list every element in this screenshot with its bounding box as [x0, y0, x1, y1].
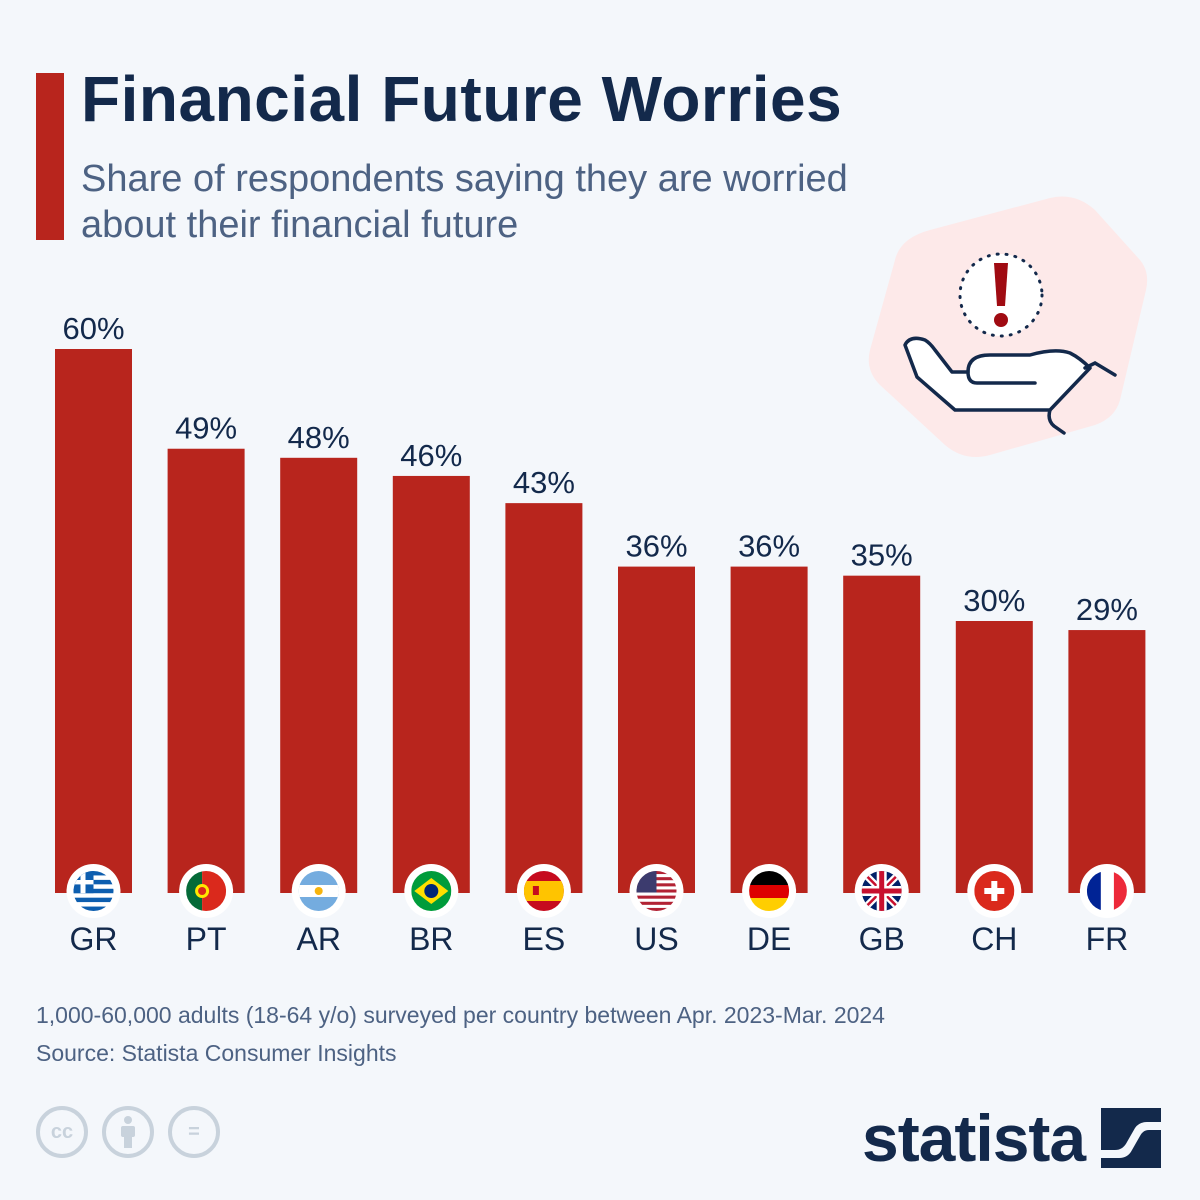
data-label: 36% [625, 529, 687, 564]
bar-FR [1068, 630, 1146, 893]
flag-germany-icon [749, 871, 790, 911]
hand-with-exclamation-icon [868, 196, 1148, 458]
category-label: GR [70, 921, 118, 957]
category-label: ES [523, 921, 566, 957]
bar-AR [280, 457, 358, 893]
flag-switzerland-icon [974, 871, 1015, 911]
flag-greece-icon [73, 871, 114, 911]
bar-chart: 60% GR 49% PT 48% AR 46% BR 43% ES 36% US 36% DE 35% GB… [55, 311, 1146, 957]
license-icons: cc = [36, 1106, 220, 1158]
bar-DE [730, 566, 808, 893]
chart-subtitle: Share of respondents saying they are wor… [81, 158, 848, 246]
bar-BR [392, 475, 470, 893]
data-label: 35% [851, 538, 913, 573]
flag-portugal-icon [186, 871, 227, 911]
statista-logo[interactable]: statista [862, 1100, 1162, 1176]
flag-brazil-icon [411, 871, 452, 911]
category-label: DE [747, 921, 791, 957]
bar-CH [955, 621, 1033, 893]
data-label: 48% [288, 420, 350, 455]
bar-US [618, 566, 695, 893]
category-label: BR [409, 921, 453, 957]
flag-uk-icon [861, 871, 902, 911]
attribution-icon[interactable] [102, 1106, 154, 1158]
statista-logo-text: statista [862, 1101, 1086, 1175]
bar-PT [167, 448, 245, 893]
category-label: CH [971, 921, 1017, 957]
cc-icon[interactable]: cc [36, 1106, 88, 1158]
data-label: 30% [963, 583, 1025, 618]
bar-ES [505, 503, 583, 893]
bar-GR [55, 349, 132, 893]
data-label: 46% [400, 438, 462, 473]
data-label: 36% [738, 529, 800, 564]
data-label: 43% [513, 465, 575, 500]
category-label: GB [859, 921, 905, 957]
data-label: 49% [175, 411, 237, 446]
category-label: US [634, 921, 678, 957]
chart-title: Financial Future Worries [81, 63, 843, 135]
data-label: 60% [62, 311, 124, 346]
person-icon [121, 1116, 135, 1148]
statista-logo-mark-icon [1101, 1108, 1162, 1168]
category-label: PT [186, 921, 227, 957]
no-derivatives-icon[interactable]: = [168, 1106, 220, 1158]
flag-usa-icon [636, 871, 677, 911]
flag-spain-icon [523, 871, 564, 911]
category-label: AR [296, 921, 340, 957]
survey-note: 1,000-60,000 adults (18-64 y/o) surveyed… [36, 1002, 885, 1028]
flag-argentina-icon [298, 871, 339, 911]
data-label: 29% [1076, 592, 1138, 627]
flag-france-icon [1086, 871, 1127, 911]
title-accent-bar [36, 73, 64, 240]
source-note: Source: Statista Consumer Insights [36, 1040, 397, 1066]
bar-GB [843, 575, 921, 893]
category-label: FR [1086, 921, 1129, 957]
